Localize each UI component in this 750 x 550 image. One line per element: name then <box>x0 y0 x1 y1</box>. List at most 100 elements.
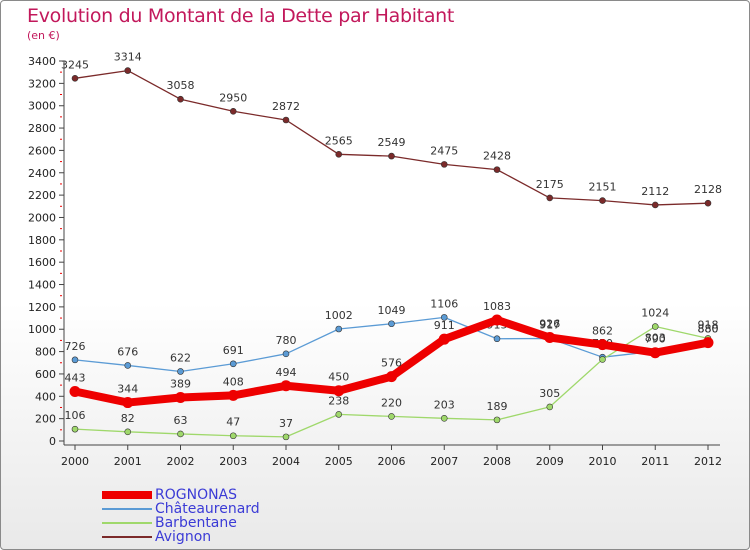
x-tick-label: 2000 <box>61 455 89 468</box>
data-label-avignon: 2475 <box>430 144 458 157</box>
data-label-rognonas: 450 <box>328 371 349 384</box>
x-tick-label: 2010 <box>589 455 617 468</box>
data-label-avignon: 2428 <box>483 150 511 163</box>
x-tick-label: 2012 <box>694 455 722 468</box>
data-label-rognonas: 389 <box>170 378 191 391</box>
data-label-rognonas: 862 <box>592 325 613 338</box>
data-point-rognonas <box>333 385 345 397</box>
x-tick-label: 2001 <box>114 455 142 468</box>
x-tick-label: 2009 <box>536 455 564 468</box>
data-point-avignon <box>124 67 132 74</box>
data-label-barbentane: 106 <box>65 409 86 422</box>
data-label-chateaurenard: 803 <box>645 331 666 344</box>
data-label-chateaurenard: 691 <box>223 344 244 357</box>
legend-swatch <box>102 508 152 510</box>
legend-swatch <box>102 491 152 499</box>
data-label-avignon: 2549 <box>378 136 406 149</box>
data-label-chateaurenard: 917 <box>539 319 560 332</box>
x-tick-label: 2011 <box>641 455 669 468</box>
data-label-avignon: 2112 <box>641 185 669 198</box>
data-point-barbentane <box>124 428 132 436</box>
y-tick-label: 600 <box>35 368 56 381</box>
data-label-rognonas: 408 <box>223 375 244 388</box>
data-point-avignon <box>388 152 395 160</box>
data-label-rognonas: 880 <box>698 323 719 336</box>
data-point-rognonas <box>122 397 134 409</box>
data-point-barbentane <box>651 323 659 330</box>
data-point-rognonas <box>438 333 450 345</box>
data-label-barbentane: 203 <box>434 398 455 411</box>
data-point-barbentane <box>546 403 554 411</box>
data-label-barbentane: 220 <box>381 396 402 409</box>
x-tick-label: 2006 <box>378 455 406 468</box>
data-point-chateaurenard <box>335 325 343 333</box>
data-point-barbentane <box>282 433 290 441</box>
data-label-avignon: 2175 <box>536 178 564 191</box>
data-label-chateaurenard: 880 <box>698 323 719 336</box>
data-label-avignon: 2950 <box>219 91 247 104</box>
data-point-avignon <box>71 75 79 82</box>
data-point-chateaurenard <box>177 368 184 375</box>
x-tick-label: 2005 <box>325 455 353 468</box>
data-label-barbentane: 918 <box>698 318 719 331</box>
x-tick-label: 2008 <box>483 455 511 468</box>
data-label-barbentane: 238 <box>328 394 349 407</box>
data-point-rognonas <box>69 385 81 397</box>
x-tick-label: 2007 <box>430 455 458 468</box>
data-point-chateaurenard <box>71 356 79 364</box>
data-label-rognonas: 344 <box>117 383 138 396</box>
data-label-barbentane: 37 <box>279 417 293 430</box>
data-label-chateaurenard: 1106 <box>430 297 458 310</box>
legend-swatch <box>102 522 152 524</box>
data-point-barbentane <box>440 415 448 422</box>
legend-swatch <box>102 536 152 538</box>
data-point-avignon <box>704 199 712 207</box>
data-label-barbentane: 47 <box>226 416 240 429</box>
data-label-rognonas: 790 <box>645 333 666 346</box>
x-tick-label: 2002 <box>167 455 195 468</box>
data-point-rognonas <box>491 314 503 326</box>
data-label-chateaurenard: 622 <box>170 351 191 364</box>
y-tick-label: 800 <box>35 346 56 359</box>
data-point-avignon <box>177 95 184 103</box>
y-tick-label: 2400 <box>28 167 56 180</box>
data-point-barbentane <box>229 432 237 440</box>
y-tick-label: 1400 <box>28 279 56 292</box>
data-point-rognonas <box>175 392 186 404</box>
y-tick-label: 400 <box>35 390 56 403</box>
legend-label: Châteaurenard <box>155 501 260 517</box>
data-point-avignon <box>651 201 659 209</box>
data-label-avignon: 2128 <box>694 183 722 196</box>
data-point-rognonas <box>544 332 556 344</box>
data-point-rognonas <box>702 337 714 349</box>
data-label-avignon: 3245 <box>61 58 89 71</box>
data-point-avignon <box>493 166 501 173</box>
data-point-avignon <box>546 194 554 202</box>
y-tick-label: 2000 <box>28 211 56 224</box>
data-point-chateaurenard <box>229 360 237 368</box>
data-label-barbentane: 63 <box>174 414 188 427</box>
x-tick-label: 2003 <box>219 455 247 468</box>
chart-subtitle: (en €) <box>27 29 60 42</box>
data-point-barbentane <box>71 425 79 433</box>
data-label-avignon: 2872 <box>272 100 300 113</box>
data-point-rognonas <box>386 371 397 383</box>
data-point-barbentane <box>177 430 184 438</box>
y-tick-label: 200 <box>35 413 56 426</box>
y-tick-label: 3000 <box>28 100 56 113</box>
y-tick-label: 1200 <box>28 301 56 314</box>
data-point-avignon <box>440 161 448 168</box>
data-point-avignon <box>229 107 237 115</box>
y-tick-label: 1800 <box>28 234 56 247</box>
y-tick-label: 2200 <box>28 189 56 202</box>
data-point-chateaurenard <box>282 350 290 358</box>
data-point-avignon <box>335 151 343 158</box>
legend-label: ROGNONAS <box>155 487 238 503</box>
data-label-rognonas: 911 <box>434 319 455 332</box>
data-label-avignon: 2151 <box>589 181 617 194</box>
data-label-chateaurenard: 1002 <box>325 309 353 322</box>
data-point-barbentane <box>599 356 606 363</box>
y-tick-label: 1000 <box>28 323 56 336</box>
data-label-rognonas: 1083 <box>483 300 511 313</box>
